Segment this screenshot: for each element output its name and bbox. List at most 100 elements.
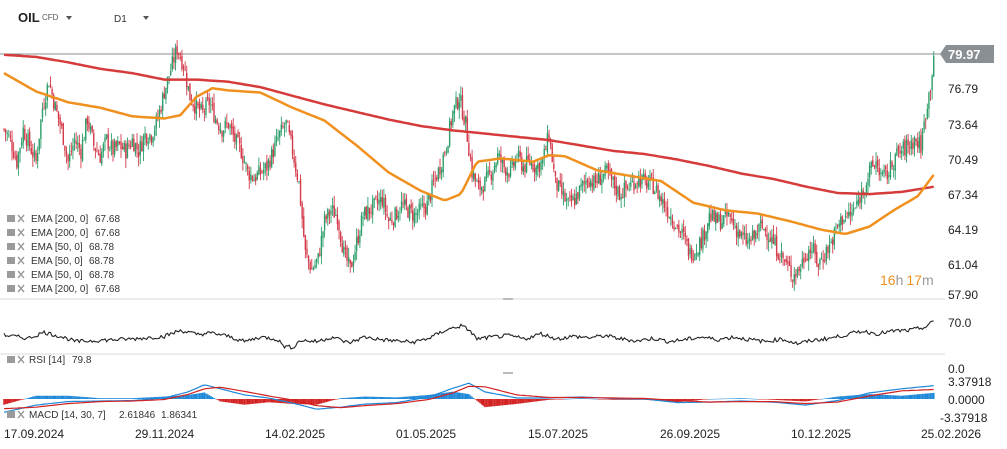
candle-body [509,165,512,177]
macd-histogram-bar [581,398,584,399]
candle-body [814,243,816,255]
legend-remove-icon[interactable] [17,410,25,419]
symbol-chevron-down-icon[interactable] [66,16,72,20]
legend-settings-icon[interactable] [7,229,15,236]
legend-settings-icon[interactable] [7,285,15,292]
candle-body [622,197,624,199]
macd-histogram-bar [562,399,565,400]
pane-resize-handle[interactable] [503,372,513,374]
macd-histogram-bar [254,399,257,404]
candle-body [783,260,786,262]
legend-settings-icon[interactable] [7,215,15,222]
candle-body [747,240,749,245]
macd-histogram-bar [628,399,630,400]
interval-selector[interactable]: D1 [114,14,127,25]
macd-histogram-bar [213,397,215,399]
macd-histogram-bar [512,399,515,405]
macd-histogram-bar [445,392,448,399]
macd-histogram-bar [500,399,502,406]
macd-histogram-bar [540,399,542,401]
candle-body [370,212,372,213]
candle-body [769,238,771,242]
macd-histogram-bar [410,396,412,399]
macd-histogram-bar [700,399,703,400]
legend-remove-icon[interactable] [17,284,25,293]
macd-histogram-bar [498,399,501,406]
candle-body [931,75,933,91]
macd-histogram-bar [795,399,797,401]
macd-histogram-bar [232,399,235,404]
macd-histogram-bar [602,399,605,400]
candle-body [158,109,161,120]
candle-body [198,104,201,111]
candle-body [254,177,257,182]
legend-remove-icon[interactable] [17,355,25,364]
macd-histogram-bar [872,394,874,399]
symbol-name[interactable]: OIL [18,10,40,25]
macd-histogram-bar [474,399,477,400]
macd-histogram-bar [27,397,29,399]
candle-body [689,248,691,255]
price-axis[interactable]: 76.79 73.64 70.49 67.34 64.19 61.04 57.90 [948,82,978,302]
candle-body [452,111,454,125]
candle-body [210,105,212,107]
macd-histogram-bar [59,395,61,399]
candle-body [915,138,917,142]
macd-histogram-bar [155,396,158,399]
candle-body [99,153,101,163]
legend-settings-icon[interactable] [7,243,15,250]
macd-histogram-bar [471,396,473,399]
candle-body [578,185,581,199]
candle-body [917,141,919,148]
legend-settings-icon[interactable] [7,271,15,278]
macd-histogram-bar [524,399,526,403]
legend-settings-icon[interactable] [7,356,15,363]
legend-remove-icon[interactable] [17,214,25,223]
candle-body [631,180,634,182]
macd-histogram-bar [493,399,496,407]
candle-body [410,204,412,209]
candle-body [150,136,153,142]
macd-histogram-bar [397,397,400,399]
macd-histogram-bar [201,392,204,399]
candle-body [625,181,627,189]
legend-remove-icon[interactable] [17,242,25,251]
legend-remove-icon[interactable] [17,228,25,237]
macd-histogram-bar [472,398,475,399]
candle-body [363,207,366,216]
candle-body [843,220,845,223]
candle-body [416,213,419,216]
candle-body [304,235,307,250]
macd-histogram-bar [48,395,50,399]
candle-body [530,162,533,167]
macd-histogram-bar [586,398,589,400]
candle-body [62,123,65,145]
candle-body [799,269,802,272]
legend-settings-icon[interactable] [7,257,15,264]
candle-body [131,138,133,147]
candle-body [418,203,420,213]
legend-remove-icon[interactable] [17,270,25,279]
interval-chevron-down-icon[interactable] [143,16,149,20]
candle-body [468,143,470,157]
candle-body [431,180,433,200]
candle-body [306,248,308,255]
macd-histogram-bar [208,395,210,399]
candle-body [89,126,92,131]
time-axis[interactable]: 17.09.2024 29.11.2024 14.02.2025 01.05.2025… [4,427,981,441]
candle-body [256,172,258,180]
macd-histogram-bar [567,398,570,400]
candle-body [647,183,650,187]
candle-body [591,182,594,188]
candle-body [407,207,409,218]
legend-settings-icon[interactable] [7,411,15,418]
macd-histogram-bar [735,398,738,399]
macd-histogram-bar [596,399,598,400]
legend-remove-icon[interactable] [17,256,25,265]
macd-histogram-bar [727,398,730,400]
pane-resize-handle[interactable] [503,298,513,300]
indicator-value: 68.78 [89,256,114,267]
candle-body [883,168,885,173]
macd-histogram-bar [580,398,582,399]
